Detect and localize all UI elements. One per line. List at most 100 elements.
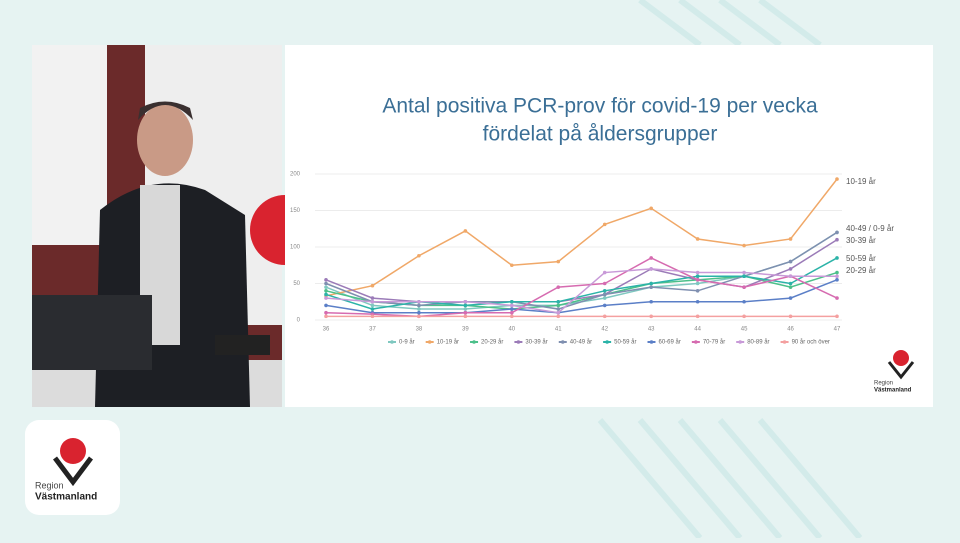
x-tick-label: 43 (648, 327, 655, 333)
logo-region: Region (874, 381, 893, 387)
point (742, 243, 746, 248)
point (649, 299, 653, 304)
point (788, 285, 793, 289)
point (556, 314, 561, 319)
point (788, 296, 793, 300)
point (788, 259, 793, 264)
point (324, 289, 328, 293)
point (556, 303, 561, 308)
legend-dot (649, 340, 654, 344)
y-tick-label: 150 (290, 208, 301, 214)
point (417, 310, 421, 315)
point (835, 296, 839, 300)
legend-label: 40-49 år (570, 339, 592, 346)
x-tick-label: 40 (508, 327, 515, 333)
point (463, 307, 468, 311)
series-line (325, 268, 837, 314)
x-tick-label: 39 (462, 327, 469, 333)
legend-label: 50-59 år (614, 339, 636, 346)
point (417, 299, 421, 304)
point (602, 296, 607, 300)
logo-name: Västmanland (874, 388, 912, 394)
y-tick-label: 100 (290, 245, 301, 251)
point (324, 314, 328, 319)
legend-dot (782, 340, 787, 344)
point (835, 278, 839, 282)
point (649, 285, 653, 289)
point (602, 314, 607, 319)
point (556, 285, 561, 289)
y-tick-label: 0 (297, 318, 301, 324)
legend-dot (605, 340, 609, 344)
video-frame (32, 45, 320, 407)
point (324, 303, 328, 308)
point (602, 289, 607, 293)
point (370, 296, 375, 300)
plot: 0 50 100 150 200 36 37 38 39 40 41 42 43 44 45 46 47 0-9 … (290, 172, 894, 346)
point (835, 256, 839, 260)
point (695, 278, 700, 282)
annotation: 10-19 år (846, 177, 876, 186)
point (463, 299, 468, 304)
legend-label: 70-79 år (703, 339, 725, 346)
x-tick-label: 37 (369, 327, 376, 333)
logo-name: Västmanland (35, 492, 97, 503)
point (835, 237, 839, 242)
point (370, 283, 375, 288)
point (835, 314, 839, 319)
point (417, 253, 421, 258)
point (510, 307, 514, 311)
point (556, 259, 561, 264)
point (324, 281, 328, 286)
point (835, 177, 839, 181)
point (742, 270, 746, 275)
legend-label: 0-9 år (399, 339, 415, 346)
point (417, 303, 421, 308)
legend-dot (738, 340, 743, 344)
y-tick-label: 200 (290, 172, 301, 178)
legend-label: 20-29 år (481, 339, 503, 346)
point (324, 310, 328, 315)
logo-region: Region (35, 480, 64, 490)
annotation: 20-29 år (846, 266, 876, 275)
point (463, 310, 468, 315)
point (324, 296, 328, 300)
point (649, 256, 653, 260)
annotation: 30-39 år (846, 236, 876, 245)
legend-label: 60-69 år (658, 339, 680, 346)
point (788, 267, 793, 271)
point (510, 314, 514, 319)
point (602, 303, 607, 308)
point (510, 299, 514, 304)
chart-subtitle: fördelat på åldersgrupper (483, 123, 718, 146)
point (370, 303, 375, 308)
point (788, 314, 793, 319)
x-tick-label: 46 (787, 327, 794, 333)
chart-title: Antal positiva PCR-prov för covid-19 per… (382, 95, 818, 118)
slide-logo: Region Västmanland (874, 350, 915, 394)
legend-dot (390, 340, 394, 344)
point (556, 307, 561, 311)
legend-dot (694, 340, 698, 344)
point (556, 310, 561, 315)
legend-dot (560, 340, 565, 344)
point (695, 289, 700, 293)
legend-dot (472, 340, 476, 344)
x-tick-label: 45 (741, 327, 748, 333)
slide (285, 45, 933, 407)
point (695, 281, 700, 286)
y-tick-label: 50 (293, 281, 300, 287)
point (324, 292, 328, 297)
decor (597, 0, 863, 540)
point (742, 299, 746, 304)
point (742, 314, 746, 319)
legend-label: 10-19 år (437, 339, 459, 346)
point (510, 310, 514, 315)
point (835, 270, 839, 275)
point (602, 222, 607, 227)
point (649, 206, 653, 211)
point (835, 230, 839, 235)
point (370, 314, 375, 319)
